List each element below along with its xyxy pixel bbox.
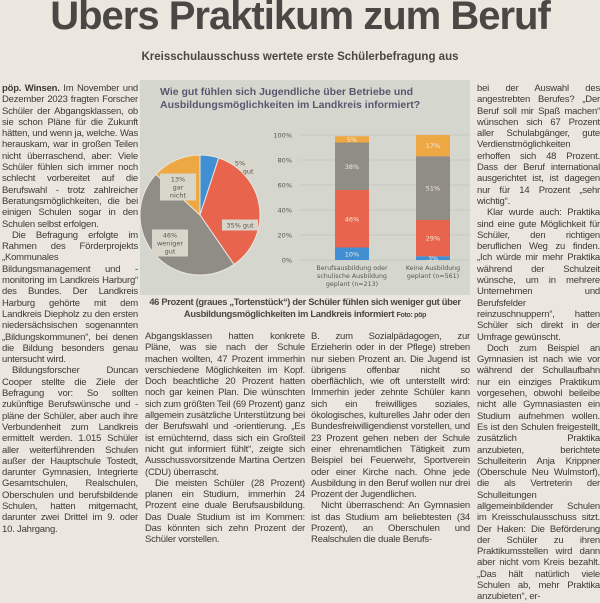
article-column-3: B. zum Sozialpädagogen, zur Erzieherin o… (311, 331, 470, 546)
pie-label-box (160, 173, 196, 201)
y-tick-label: 60% (278, 182, 292, 190)
article-column-1: pöp. Winsen. Im November und Dezember 20… (2, 83, 138, 535)
y-tick-label: 0% (282, 257, 292, 265)
pie-label: 35% gut (226, 222, 254, 230)
bar-data-label: 29% (426, 235, 440, 243)
bar-data-label: 3% (428, 255, 438, 263)
paragraph: Bildungsforscher Duncan Cooper stellte d… (2, 365, 138, 535)
paragraph: Abgangsklassen hatten konkrete Pläne, wa… (145, 331, 305, 478)
paragraph: B. zum Sozialpädagogen, zur Erzieherin o… (311, 331, 470, 501)
pie-label-box (222, 219, 258, 231)
bar-segment (416, 135, 450, 157)
pie-label: weniger (157, 240, 183, 248)
chart-graphic: Wie gut fühlen sich Jugendliche über Bet… (140, 80, 470, 295)
paragraph: pöp. Winsen. Im November und Dezember 20… (2, 83, 138, 230)
pie-label: 13% (171, 176, 185, 184)
paragraph: bei der Auswahl des angestrebten Berufes… (477, 83, 600, 207)
pie-label: 5% (235, 160, 245, 168)
y-tick-label: 80% (278, 157, 292, 165)
subtitle: Kreisschulausschuss wertete erste Schüle… (141, 51, 459, 63)
pie-label: gut (165, 248, 176, 256)
pie-slice (199, 157, 261, 266)
bar-data-label: 10% (345, 250, 359, 258)
x-category-label: geplant (n=213) (326, 281, 378, 288)
x-category-label: Berufsausbildung oder (316, 265, 388, 272)
bar-segment (335, 136, 369, 143)
bar-segment (416, 256, 450, 260)
paragraph: Die meisten Schüler (28 Prozent) planen … (145, 477, 305, 546)
bar-data-label: 46% (345, 215, 359, 223)
bar-segment (335, 190, 369, 248)
pie-label-box (152, 229, 188, 257)
x-category-label: schulische Ausbildung (317, 273, 387, 280)
y-tick-label: 20% (278, 232, 292, 240)
headline: Übers Praktikum zum Beruf (50, 0, 551, 38)
article-column-4: bei der Auswahl des angestrebten Berufes… (477, 83, 600, 603)
paragraph: Doch zum Beispiel an Gymnasien ist nach … (477, 342, 600, 603)
article-column-2: Abgangsklassen hatten konkrete Pläne, wa… (145, 331, 305, 546)
bar-data-label: 5% (347, 136, 357, 144)
bar-segment (416, 156, 450, 220)
x-category-label: Keine Ausbildung (406, 265, 460, 272)
chart-title: Wie gut fühlen sich Jugendliche über Bet… (160, 86, 421, 111)
pie-label: nicht (170, 192, 187, 200)
x-category-label: geplant (n=561) (407, 273, 459, 280)
pie-label: 46% (163, 232, 177, 240)
y-tick-label: 40% (278, 207, 292, 215)
bar-data-label: 51% (426, 185, 440, 193)
paragraph: Die Befragung erfolgte im Rahmen des För… (2, 229, 138, 366)
bar-segment (416, 220, 450, 257)
paragraph: Nicht überraschend: An Gymnasien ist das… (311, 500, 470, 546)
chart-canvas: 5%sehr gut35% gut46%wenigergut13%garnich… (140, 132, 470, 288)
bar-segment (335, 247, 369, 260)
dateline: pöp. Winsen. (2, 83, 60, 94)
bar-segment (335, 142, 369, 190)
photo-caption: 46 Prozent (graues „Tortenstück“) der Sc… (149, 297, 461, 319)
paragraph: Klar wurde auch: Praktika sind eine gute… (477, 207, 600, 343)
pie-label: gar (173, 184, 184, 192)
y-tick-label: 100% (273, 132, 292, 140)
photo-credit: Foto: pöp (396, 311, 427, 319)
bar-data-label: 38% (345, 163, 359, 171)
bar-data-label: 17% (426, 142, 440, 150)
